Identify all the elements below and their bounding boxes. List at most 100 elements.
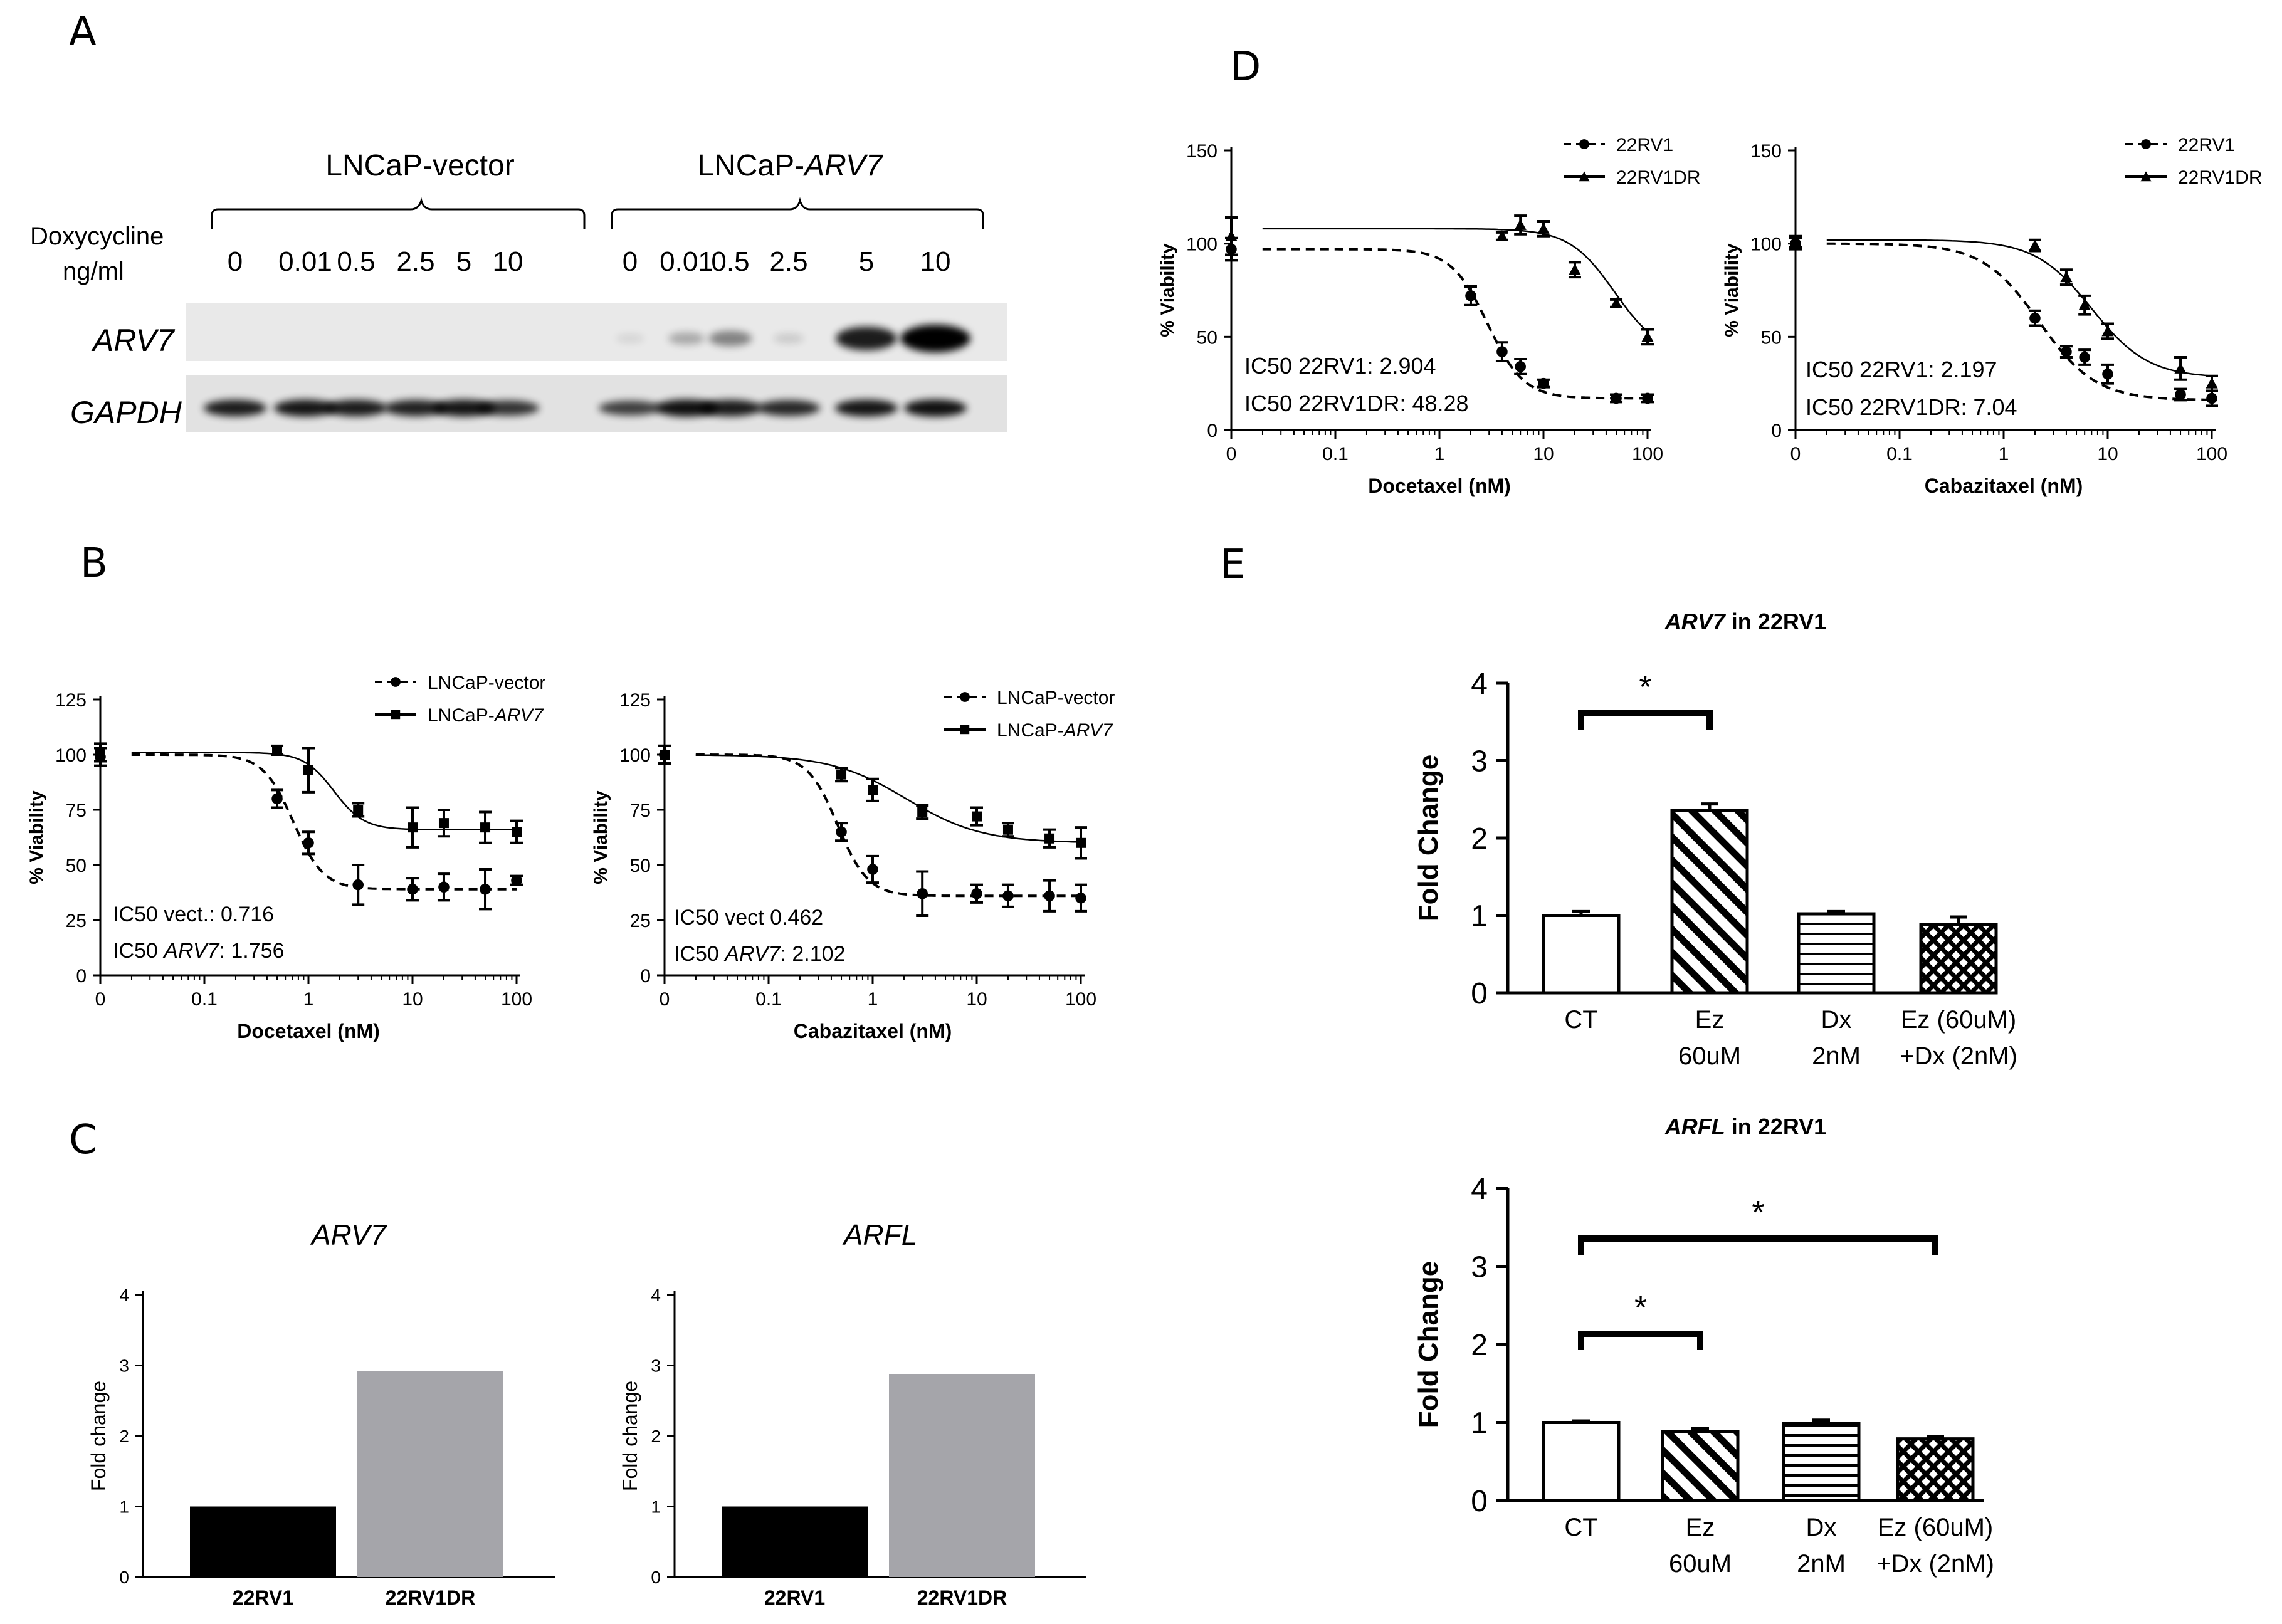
y-tick-label: 3: [119, 1356, 129, 1376]
y-axis-label: Fold Change: [1413, 755, 1444, 921]
legend-label: 22RV1: [2178, 135, 2235, 155]
y-tick-label: 100: [55, 745, 87, 766]
x-axis-label: Docetaxel (nM): [237, 1020, 380, 1042]
data-point: [95, 747, 105, 758]
band-arv7: [900, 325, 970, 352]
chart-C-right: 0 1 2 3 4 ARFL Fold change 22RV1 22RV1DR: [619, 1218, 1086, 1609]
x-tick-label: 0: [1790, 444, 1801, 464]
chart-B-right: 0 25 50 75 100 125 0 0.1 1 10 100 Cabazitaxel (nM)%…: [591, 688, 1115, 1042]
y-axis-label: % Viability: [591, 790, 611, 884]
chart-B-left: 0 25 50 75 100 125 0 0.1 1 10 100 Docetaxel (nM) % V…: [26, 673, 545, 1042]
data-point: [917, 807, 928, 817]
band-gapdh: [204, 399, 266, 417]
ic50-prefix: IC50: [113, 939, 164, 963]
bands-gapdh: [204, 399, 967, 417]
y-axis-label: Fold change: [87, 1381, 110, 1491]
data-point: [480, 883, 491, 895]
band-gapdh: [325, 399, 387, 417]
data-point: [1641, 330, 1654, 342]
data-point: [2174, 362, 2187, 374]
data-point: [867, 864, 878, 875]
data-point: [2101, 325, 2114, 337]
bar: [1542, 914, 1621, 995]
dose-label: 0: [623, 246, 638, 277]
data-point: [1496, 230, 1508, 241]
band-gapdh: [599, 401, 661, 416]
bar: [190, 1506, 336, 1577]
data-point: [480, 822, 491, 833]
y-tick-label: 0: [1471, 1485, 1488, 1518]
dose-label: 0.5: [711, 246, 749, 277]
data-point: [1002, 824, 1013, 835]
x-category-label: 22RV1DR: [386, 1586, 475, 1609]
chart-D-left: 0 50 100 150 0 0.1 1 10 100 Docetaxel (nM) % Viabi…: [1157, 135, 1701, 497]
data-point: [1611, 392, 1622, 404]
x-tick-label: 0: [1226, 444, 1237, 464]
y-tick-label: 75: [66, 800, 87, 821]
x-category-label: Dx: [1821, 1006, 1852, 1034]
data-point: [1610, 297, 1622, 308]
data-point: [272, 745, 283, 755]
legend-label: LNCaP-ARV7: [997, 720, 1113, 741]
data-point: [971, 888, 982, 899]
chart-E-top: 0 1 2 3 4 ARV7 in 22RV1 Fold Change CT Ez 60uM Dx 2…: [1413, 609, 2017, 1070]
fit-curve: [131, 753, 517, 891]
row-label-gapdh: GAPDH: [70, 395, 182, 430]
ic50-prefix: IC50 22RV1DR:: [1244, 390, 1412, 416]
ic50-value: 0.462: [770, 906, 823, 930]
group-label-arv7: LNCaP-ARV7: [697, 149, 884, 182]
band-gapdh: [835, 399, 898, 417]
ic50-annotation: IC50 22RV1: 2.197: [1806, 357, 1997, 382]
chart-title: ARV7 in 22RV1: [1664, 609, 1826, 634]
x-tick-label: 10: [1533, 444, 1554, 464]
x-tick-label: 10: [966, 989, 987, 1010]
ic50-value: 48.28: [1412, 390, 1468, 416]
data-point: [408, 822, 418, 833]
panel-letter-e: E: [1220, 542, 1245, 588]
chart-title-gene: ARFL: [1664, 1114, 1725, 1139]
fit-curve: [131, 752, 517, 830]
dose-label: 0.5: [337, 246, 375, 277]
x-axis-label: Cabazitaxel (nM): [1925, 474, 2083, 497]
x-category-label: Ez (60uM): [1878, 1514, 1994, 1541]
data-point: [2206, 392, 2217, 404]
y-tick-label: 4: [651, 1286, 661, 1305]
dose-label: 10: [920, 246, 951, 277]
data-point: [407, 883, 418, 895]
ic50-suffix: :: [219, 939, 231, 963]
x-category-label: 60uM: [1678, 1042, 1741, 1070]
chart-title-gene: ARV7: [1664, 609, 1727, 634]
ic50-annotation: IC50 22RV1DR: 7.04: [1806, 394, 2017, 420]
bar: [1782, 1422, 1861, 1502]
bar: [1896, 1437, 1975, 1502]
y-tick-label: 100: [619, 745, 651, 766]
data-point: [303, 837, 314, 849]
ic50-prefix: IC50 22RV1:: [1244, 353, 1379, 379]
band-arv7: [708, 330, 752, 347]
y-tick-label: 0: [1771, 421, 1782, 441]
ic50-annotation: IC50 ARV7: 1.756: [113, 939, 284, 963]
ic50-value: 2.197: [1940, 357, 1997, 382]
y-tick-label: 1: [651, 1497, 661, 1517]
data-point: [2029, 312, 2041, 324]
y-tick-label: 4: [119, 1286, 129, 1305]
x-axis-label: Docetaxel (nM): [1368, 474, 1511, 497]
band-gapdh: [904, 399, 967, 417]
data-point: [1044, 890, 1055, 902]
ic50-gene: ARV7: [162, 939, 219, 963]
band-gapdh: [699, 399, 762, 417]
chart-title: ARFL: [842, 1218, 918, 1251]
dose-label: 5: [859, 246, 874, 277]
x-tick-label: 0.1: [1322, 444, 1349, 464]
x-tick-label: 100: [2196, 444, 2227, 464]
data-point: [836, 826, 847, 837]
y-tick-label: 25: [66, 911, 87, 931]
ic50-value: 1.756: [231, 939, 284, 963]
x-tick-label: 100: [1065, 989, 1096, 1010]
x-category-label: CT: [1564, 1514, 1597, 1541]
bar: [1670, 809, 1749, 995]
data-point: [1515, 361, 1526, 372]
x-tick-label: 10: [402, 989, 423, 1010]
ic50-value: 7.04: [1973, 394, 2017, 420]
